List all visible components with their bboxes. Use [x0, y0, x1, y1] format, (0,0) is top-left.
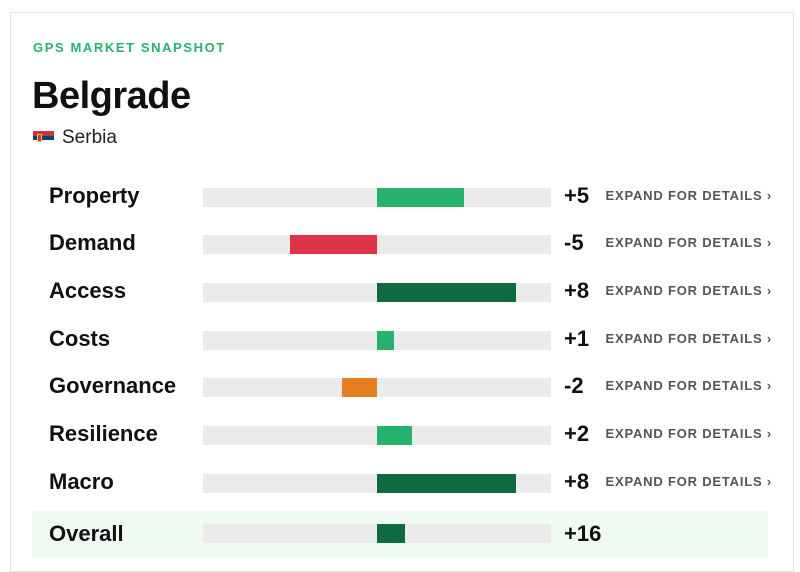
score-bar-track: [203, 188, 551, 207]
country-line: Serbia: [33, 127, 117, 149]
row-score: -2: [564, 373, 584, 398]
row-label: Governance: [49, 373, 177, 398]
score-row[interactable]: Governance -2 EXPAND FOR DETAILS ›: [32, 366, 771, 406]
score-bar-fill: [377, 426, 412, 445]
score-bar-fill: [377, 188, 464, 207]
score-bar-track: [203, 283, 551, 302]
overall-row: Overall +16: [32, 511, 768, 557]
overall-bar-fill: [377, 524, 405, 543]
row-label: Access: [49, 278, 127, 303]
expand-details-link[interactable]: EXPAND FOR DETAILS ›: [605, 188, 772, 203]
row-score: +5: [564, 183, 590, 208]
score-bar-fill: [377, 283, 517, 302]
row-label: Macro: [49, 469, 114, 494]
score-row[interactable]: Property +5 EXPAND FOR DETAILS ›: [32, 176, 771, 216]
overall-label: Overall: [49, 521, 124, 546]
row-score: -5: [564, 230, 584, 255]
row-label: Costs: [49, 326, 111, 351]
score-bar-track: [203, 378, 551, 397]
section-eyebrow: GPS MARKET SNAPSHOT: [33, 40, 226, 55]
score-bar-track: [203, 426, 551, 445]
score-bar-track: [203, 235, 551, 254]
serbia-flag-icon: [33, 131, 54, 146]
row-label: Demand: [49, 230, 136, 255]
score-bar-fill: [342, 378, 377, 397]
row-label: Resilience: [49, 421, 158, 446]
expand-details-link[interactable]: EXPAND FOR DETAILS ›: [605, 426, 772, 441]
row-score: +8: [564, 469, 590, 494]
score-bar-track: [203, 331, 551, 350]
expand-details-link[interactable]: EXPAND FOR DETAILS ›: [605, 474, 772, 489]
score-row[interactable]: Access +8 EXPAND FOR DETAILS ›: [32, 271, 771, 311]
score-bar-fill: [377, 331, 395, 350]
row-score: +1: [564, 326, 590, 351]
score-bar-track: [203, 474, 551, 493]
score-row[interactable]: Macro +8 EXPAND FOR DETAILS ›: [32, 462, 771, 502]
row-score: +8: [564, 278, 590, 303]
overall-bar-track: [203, 524, 551, 543]
score-row[interactable]: Resilience +2 EXPAND FOR DETAILS ›: [32, 414, 771, 454]
expand-details-link[interactable]: EXPAND FOR DETAILS ›: [605, 235, 772, 250]
city-title: Belgrade: [32, 75, 191, 117]
score-bar-fill: [290, 235, 377, 254]
expand-details-link[interactable]: EXPAND FOR DETAILS ›: [605, 283, 772, 298]
score-row[interactable]: Demand -5 EXPAND FOR DETAILS ›: [32, 223, 771, 263]
row-score: +2: [564, 421, 590, 446]
expand-details-link[interactable]: EXPAND FOR DETAILS ›: [605, 378, 772, 393]
score-bar-fill: [377, 474, 517, 493]
expand-details-link[interactable]: EXPAND FOR DETAILS ›: [605, 331, 772, 346]
overall-score: +16: [564, 521, 602, 546]
country-name: Serbia: [62, 127, 117, 148]
score-row[interactable]: Costs +1 EXPAND FOR DETAILS ›: [32, 319, 771, 359]
row-label: Property: [49, 183, 140, 208]
